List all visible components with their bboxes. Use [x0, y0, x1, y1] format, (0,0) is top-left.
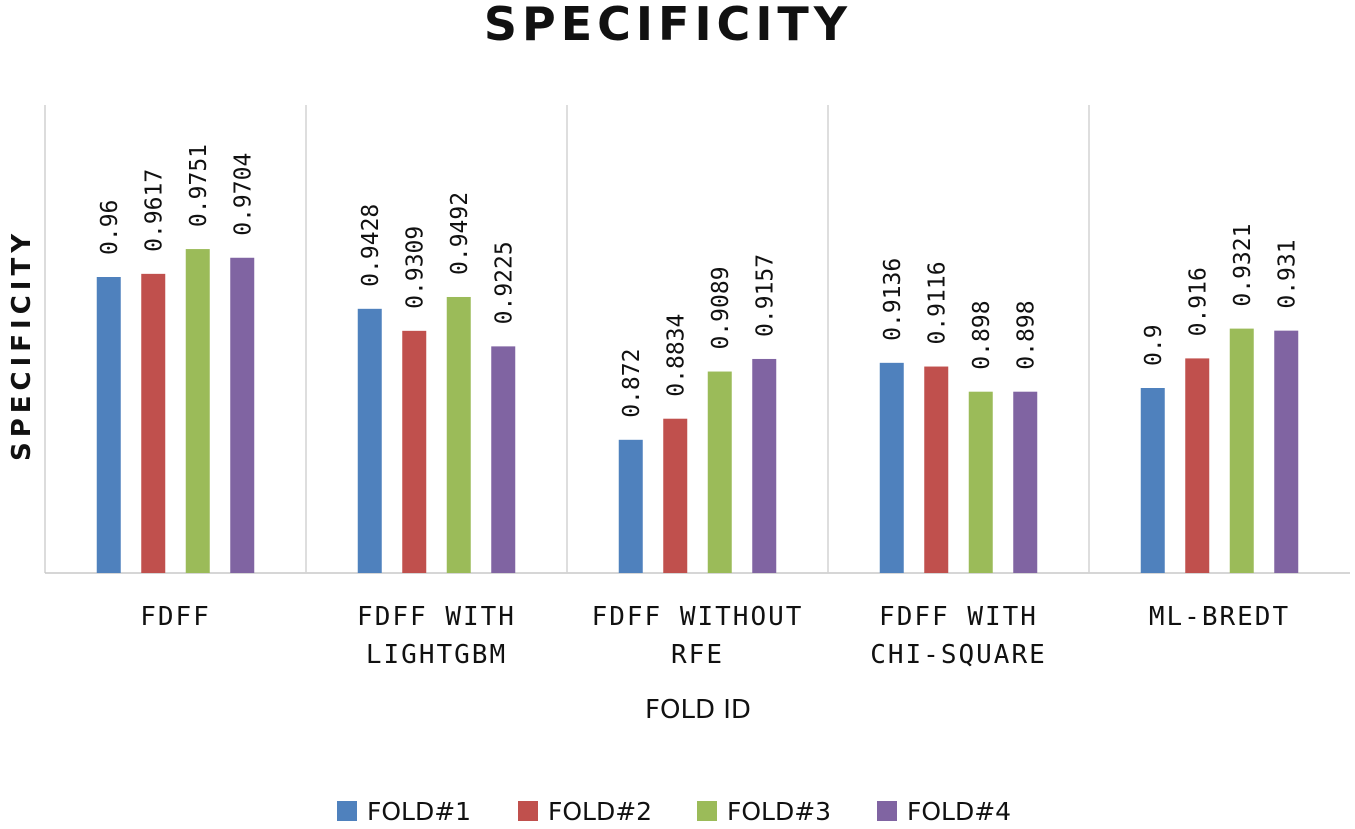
y-axis-label: SPECIFICITY [7, 229, 37, 461]
data-label: 0.9116 [924, 261, 950, 344]
data-label: 0.96 [97, 200, 123, 255]
legend-swatch [877, 801, 897, 821]
bar [96, 277, 121, 573]
data-label: 0.9136 [880, 258, 906, 341]
bar [141, 273, 166, 573]
bar [1274, 330, 1299, 573]
data-label: 0.872 [619, 349, 645, 418]
data-label: 0.898 [969, 300, 995, 369]
bar [663, 418, 688, 573]
data-label: 0.9 [1141, 324, 1167, 366]
data-label: 0.9617 [141, 169, 167, 252]
bar [402, 330, 427, 573]
bar [357, 308, 382, 573]
legend-swatch [697, 801, 717, 821]
bar [230, 257, 255, 573]
category-label: LIGHTGBM [366, 640, 507, 670]
bar [446, 296, 471, 573]
data-label: 0.9225 [491, 241, 517, 324]
bar [1229, 328, 1254, 573]
legend-label: FOLD#3 [727, 797, 831, 826]
category-label: RFE [671, 640, 724, 670]
data-label: 0.898 [1013, 300, 1039, 369]
category-label: FDFF WITH [879, 602, 1038, 632]
data-label: 0.9492 [447, 192, 473, 275]
data-label: 0.8834 [663, 314, 689, 397]
bar [707, 371, 732, 573]
bar [879, 362, 904, 573]
legend-swatch [518, 801, 538, 821]
category-label: CHI-SQUARE [870, 640, 1047, 670]
chart-title: SPECIFICITY [484, 0, 852, 51]
legend: FOLD#1 FOLD#2 FOLD#3 FOLD#4 [337, 797, 1011, 826]
plot-area: 0.96 0.9617 0.9751 0.9704 FDFF 0.9428 0.9309 0.… [44, 105, 1350, 670]
data-label: 0.9751 [186, 144, 212, 227]
data-label: 0.9089 [708, 266, 734, 349]
category-label: FDFF [140, 602, 211, 632]
bar [1185, 358, 1210, 573]
bar [491, 346, 516, 573]
category-label: FDFF WITH [357, 602, 516, 632]
bar [968, 391, 993, 573]
data-label: 0.916 [1185, 267, 1211, 336]
category-label: ML-BREDT [1149, 602, 1290, 632]
legend-label: FOLD#2 [548, 797, 652, 826]
data-label: 0.9321 [1230, 224, 1256, 307]
bar [924, 366, 949, 573]
x-axis-label: FOLD ID [645, 695, 751, 725]
bar [1140, 388, 1165, 573]
bar [752, 358, 777, 573]
data-label: 0.9704 [230, 153, 256, 236]
data-label: 0.9428 [358, 204, 384, 287]
bar [618, 439, 643, 573]
category-label: FDFF WITHOUT [592, 602, 804, 632]
bar [185, 249, 210, 573]
data-label: 0.9309 [402, 226, 428, 309]
legend-label: FOLD#4 [907, 797, 1011, 826]
data-label: 0.931 [1274, 239, 1300, 308]
bar [1013, 391, 1038, 573]
data-label: 0.9157 [752, 254, 778, 337]
legend-swatch [337, 801, 357, 821]
legend-label: FOLD#1 [367, 797, 471, 826]
